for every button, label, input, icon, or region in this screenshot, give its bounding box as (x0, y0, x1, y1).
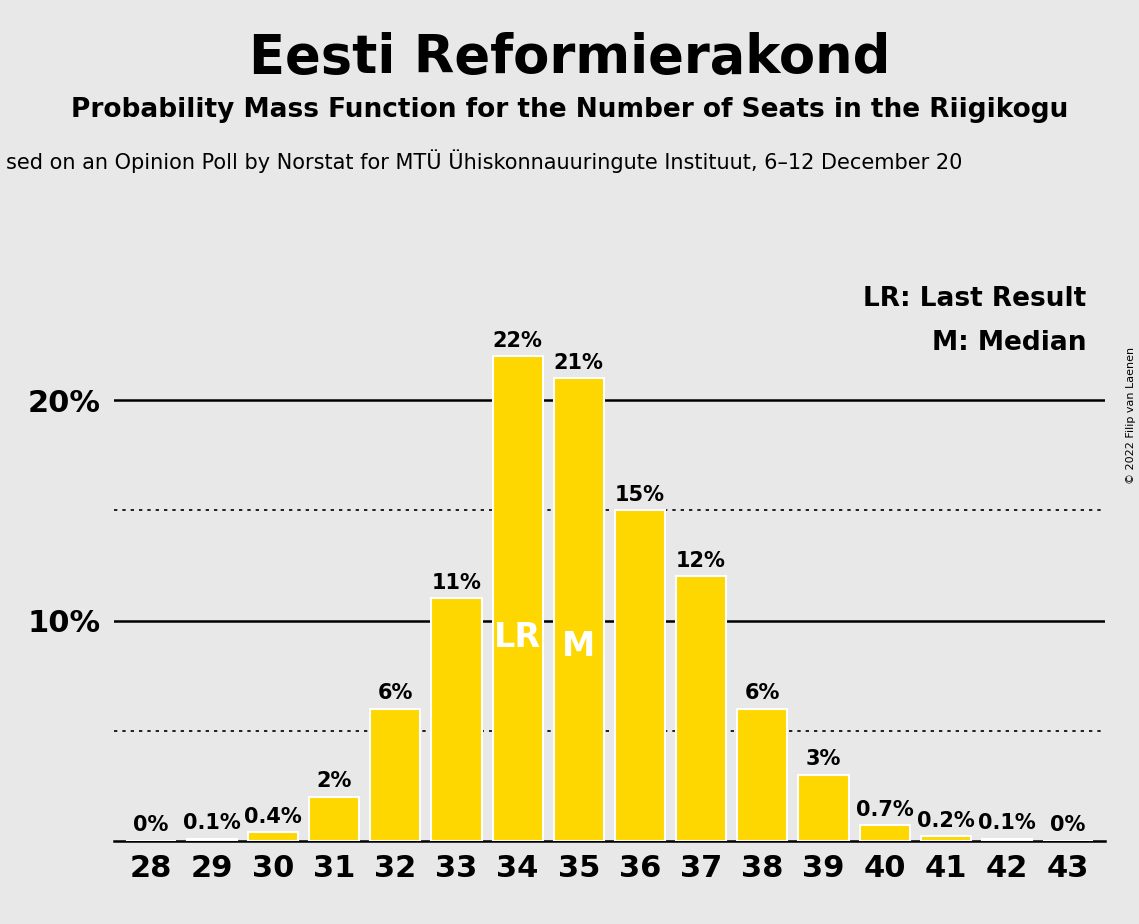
Text: © 2022 Filip van Laenen: © 2022 Filip van Laenen (1126, 347, 1136, 484)
Text: 11%: 11% (432, 573, 482, 593)
Bar (432, 599, 482, 841)
Text: M: M (563, 630, 596, 663)
Bar (677, 577, 727, 841)
Bar (860, 825, 910, 841)
Text: LR: LR (494, 621, 541, 654)
Text: 0.1%: 0.1% (183, 813, 240, 833)
Text: 3%: 3% (805, 749, 841, 769)
Text: 0%: 0% (1050, 815, 1085, 835)
Text: 0%: 0% (133, 815, 169, 835)
Bar (370, 709, 420, 841)
Text: 6%: 6% (745, 683, 780, 703)
Text: LR: Last Result: LR: Last Result (863, 286, 1087, 311)
Bar (920, 836, 970, 841)
Bar (737, 709, 787, 841)
Text: 0.2%: 0.2% (917, 811, 975, 831)
Text: 0.1%: 0.1% (978, 813, 1035, 833)
Text: 21%: 21% (554, 353, 604, 372)
Text: 22%: 22% (493, 331, 542, 350)
Text: 6%: 6% (378, 683, 413, 703)
Text: 15%: 15% (615, 485, 665, 505)
Text: sed on an Opinion Poll by Norstat for MTÜ Ühiskonnauuringute Instituut, 6–12 Dec: sed on an Opinion Poll by Norstat for MT… (6, 150, 962, 174)
Text: Probability Mass Function for the Number of Seats in the Riigikogu: Probability Mass Function for the Number… (71, 97, 1068, 123)
Bar (492, 356, 542, 841)
Text: 0.7%: 0.7% (855, 800, 913, 820)
Bar (982, 839, 1032, 841)
Text: Eesti Reformierakond: Eesti Reformierakond (248, 32, 891, 84)
Bar (554, 378, 604, 841)
Bar (309, 796, 359, 841)
Text: 2%: 2% (317, 772, 352, 791)
Bar (187, 839, 237, 841)
Text: 0.4%: 0.4% (244, 807, 302, 826)
Bar (798, 774, 849, 841)
Bar (248, 832, 298, 841)
Text: M: Median: M: Median (932, 330, 1087, 356)
Bar (615, 510, 665, 841)
Text: 12%: 12% (677, 551, 726, 571)
